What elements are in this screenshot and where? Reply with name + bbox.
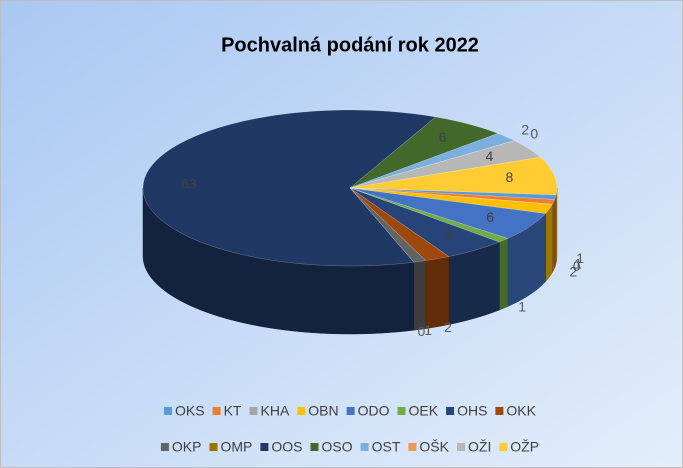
legend-label: OŽI (468, 439, 491, 455)
legend-label: ODO (358, 403, 390, 419)
legend-swatch (408, 443, 417, 451)
data-label: 1 (576, 250, 584, 266)
legend-label: OŠK (419, 439, 449, 455)
legend-label: OST (372, 439, 401, 455)
slice-wall (545, 203, 553, 283)
legend-label: OŽP (510, 439, 539, 455)
legend-swatch (360, 443, 369, 451)
data-label: 6 (486, 209, 494, 225)
legend-item: KT (212, 403, 242, 419)
legend-swatch (310, 443, 319, 451)
data-label: 2 (569, 263, 577, 279)
legend-item: KHA (249, 403, 290, 419)
legend-label: OBN (308, 403, 338, 419)
slice (349, 187, 547, 239)
legend-label: OKS (175, 403, 205, 419)
legend-item: OŽP (499, 439, 539, 455)
data-label: 0 (530, 126, 538, 142)
legend-label: KHA (261, 403, 290, 419)
slice-wall (142, 187, 415, 335)
chart-title: Pochvalná podání rok 2022 (221, 34, 479, 56)
slice-wall (555, 187, 558, 263)
legend-swatch (499, 443, 508, 451)
legend-swatch (297, 407, 306, 415)
legend-label: OMP (221, 439, 253, 455)
legend-item: OŽI (457, 439, 491, 455)
legend-swatch (346, 407, 355, 415)
data-label: 2 (521, 122, 529, 138)
legend-swatch (249, 407, 258, 415)
data-label: 5 (444, 227, 452, 243)
legend-item: OŠK (408, 439, 450, 455)
legend-item: OKP (160, 439, 202, 455)
legend-swatch (397, 407, 406, 415)
legend-swatch (160, 443, 169, 451)
legend-label: OSO (322, 439, 353, 455)
legend-item: ODO (346, 403, 390, 419)
legend-item: OHS (446, 403, 487, 419)
slice-wall (425, 256, 450, 329)
slice-wall (552, 199, 555, 273)
legend: OKS KT KHA OBN ODO OEK OHS OKK OKP OMP OOS OSO OST OŠ… (160, 403, 539, 455)
data-label: 1 (574, 256, 582, 272)
slice-wall (499, 238, 509, 311)
slice (349, 187, 501, 257)
legend-label: OEK (409, 403, 439, 419)
legend-label: KT (224, 403, 242, 419)
legend-label: OKK (506, 403, 536, 419)
data-label: 8 (506, 169, 514, 185)
pie-walls (142, 187, 558, 335)
slice (349, 140, 541, 189)
pie-tops (142, 109, 558, 267)
legend-swatch (164, 407, 172, 415)
legend-swatch (495, 407, 504, 415)
legend-swatch (209, 443, 218, 451)
legend-item: OEK (397, 403, 439, 419)
data-label: 0 (573, 258, 581, 274)
data-label: 1 (518, 298, 526, 314)
slice (349, 116, 499, 189)
data-label: 4 (486, 148, 494, 164)
slice-wall (413, 260, 427, 331)
slice (349, 156, 558, 196)
legend-swatch (260, 443, 269, 451)
legend-label: OHS (457, 403, 487, 419)
legend-label: OKP (172, 439, 202, 455)
legend-item: OBN (297, 403, 339, 419)
data-label: 2 (444, 319, 452, 335)
legend-item: OOS (260, 439, 303, 455)
data-label: 1 (424, 322, 432, 338)
legend-item: OKK (495, 403, 537, 419)
slice (349, 187, 557, 200)
legend-item: OMP (209, 439, 253, 455)
data-label: 6 (439, 129, 447, 145)
data-label: 63 (181, 175, 197, 191)
legend-label: OOS (271, 439, 302, 455)
legend-swatch (212, 407, 221, 415)
legend-item: OKS (164, 403, 205, 419)
legend-item: OSO (310, 439, 353, 455)
legend-item: OST (360, 439, 401, 455)
legend-swatch (446, 407, 455, 415)
legend-swatch (457, 443, 465, 451)
slice (142, 109, 437, 267)
data-label: 0 (418, 323, 426, 339)
